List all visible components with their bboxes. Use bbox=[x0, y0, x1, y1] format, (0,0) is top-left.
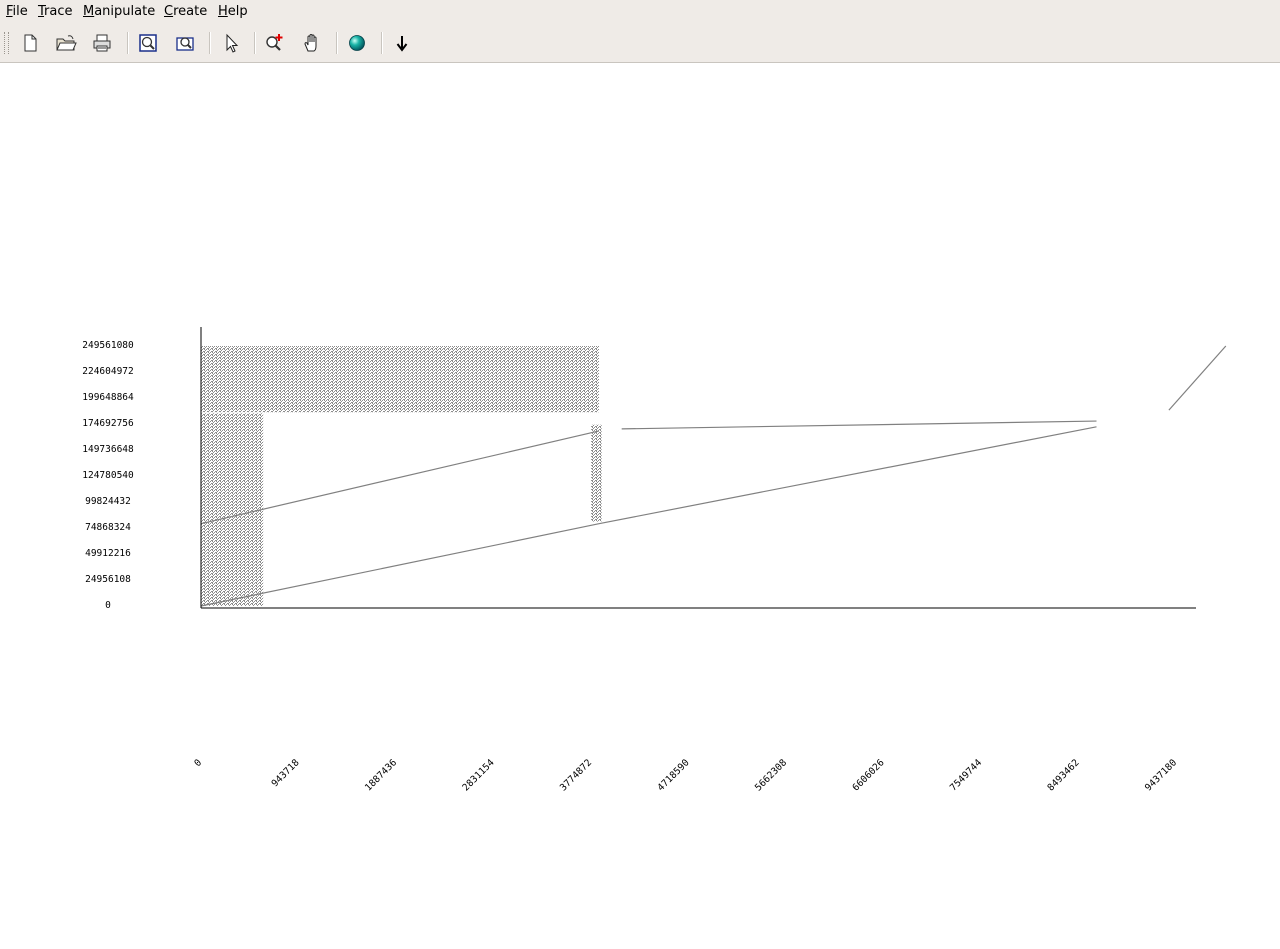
toolbar bbox=[0, 24, 1280, 63]
trace-plot[interactable]: 0 24956108 49912216 74868324 99824432 1247805… bbox=[0, 63, 1280, 949]
zoom-region-button[interactable] bbox=[173, 31, 197, 55]
globe-button[interactable] bbox=[345, 31, 369, 55]
x-tick-label: 3774872 bbox=[558, 757, 594, 793]
menubar: File Trace Manipulate Create Help bbox=[0, 0, 1280, 24]
x-tick-label: 7549744 bbox=[948, 757, 984, 793]
print-button[interactable] bbox=[90, 31, 114, 55]
dense-region-1 bbox=[201, 413, 264, 606]
trace-line-3 bbox=[621, 420, 1097, 430]
menu-help[interactable]: Help bbox=[218, 4, 248, 19]
x-tick-label: 2831154 bbox=[461, 757, 497, 793]
toolbar-separator bbox=[254, 32, 256, 54]
open-button[interactable] bbox=[54, 31, 78, 55]
x-tick-label: 8493462 bbox=[1046, 757, 1082, 793]
y-tick-label: 124780540 bbox=[82, 470, 134, 481]
trace-line-1 bbox=[200, 430, 600, 525]
zoom-in-icon bbox=[266, 34, 283, 51]
toolbar-separator bbox=[209, 32, 211, 54]
menu-trace[interactable]: Trace bbox=[38, 4, 73, 19]
x-tick-label: 9437180 bbox=[1143, 757, 1179, 793]
menu-file[interactable]: File bbox=[6, 4, 28, 19]
dense-region-2 bbox=[591, 424, 602, 522]
zoom-region-icon bbox=[176, 37, 194, 51]
toolbar-separator bbox=[381, 32, 383, 54]
y-tick-label: 99824432 bbox=[85, 496, 131, 507]
dense-region-3 bbox=[201, 404, 599, 413]
y-tick-label: 149736648 bbox=[82, 444, 134, 455]
toolbar-grip[interactable] bbox=[4, 32, 9, 54]
trace-line-0 bbox=[200, 523, 600, 607]
y-tick-label: 74868324 bbox=[85, 522, 131, 533]
select-tool-button[interactable] bbox=[219, 31, 243, 55]
toolbar-separator bbox=[127, 32, 129, 54]
pointer-arrow-icon bbox=[226, 33, 239, 53]
y-tick-label: 24956108 bbox=[85, 574, 131, 585]
menu-create[interactable]: Create bbox=[164, 4, 208, 19]
trace-canvas[interactable]: 0 24956108 49912216 74868324 99824432 1247805… bbox=[0, 63, 1280, 949]
x-tick-label: 5662308 bbox=[753, 757, 789, 793]
globe-icon bbox=[349, 35, 365, 51]
new-button[interactable] bbox=[18, 31, 42, 55]
x-tick-label: 943718 bbox=[270, 757, 302, 789]
toolbar-separator bbox=[336, 32, 338, 54]
x-tick-labels: 0 943718 1887436 2831154 3774872 4718590 56623… bbox=[192, 757, 1179, 793]
y-tick-label: 174692756 bbox=[82, 418, 134, 429]
trace-lines bbox=[200, 345, 1227, 607]
pan-button[interactable] bbox=[300, 31, 324, 55]
x-tick-label: 1887436 bbox=[363, 757, 399, 793]
dense-region-0 bbox=[201, 346, 599, 409]
y-tick-label: 49912216 bbox=[85, 548, 131, 559]
pan-hand-icon bbox=[304, 33, 317, 52]
y-tick-labels: 0 24956108 49912216 74868324 99824432 1247805… bbox=[82, 340, 134, 611]
down-arrow-icon bbox=[396, 36, 408, 52]
zoom-fit-button[interactable] bbox=[136, 31, 160, 55]
zoom-fit-icon bbox=[139, 34, 157, 52]
down-button[interactable] bbox=[390, 31, 414, 55]
trace-line-2 bbox=[598, 426, 1097, 525]
y-tick-label: 249561080 bbox=[82, 340, 134, 351]
dense-regions bbox=[201, 346, 602, 606]
x-tick-label: 0 bbox=[192, 757, 204, 769]
y-tick-label: 199648864 bbox=[82, 392, 134, 403]
trace-line-4 bbox=[1168, 345, 1227, 411]
y-tick-label: 224604972 bbox=[82, 366, 133, 377]
y-tick-label: 0 bbox=[105, 600, 111, 611]
zoom-in-button[interactable] bbox=[263, 31, 287, 55]
printer-icon bbox=[93, 34, 111, 52]
new-document-icon bbox=[24, 34, 37, 52]
x-tick-label: 4718590 bbox=[656, 757, 692, 793]
menu-manipulate[interactable]: Manipulate bbox=[83, 4, 156, 19]
open-folder-icon bbox=[56, 35, 77, 51]
x-tick-label: 6606026 bbox=[851, 757, 887, 793]
